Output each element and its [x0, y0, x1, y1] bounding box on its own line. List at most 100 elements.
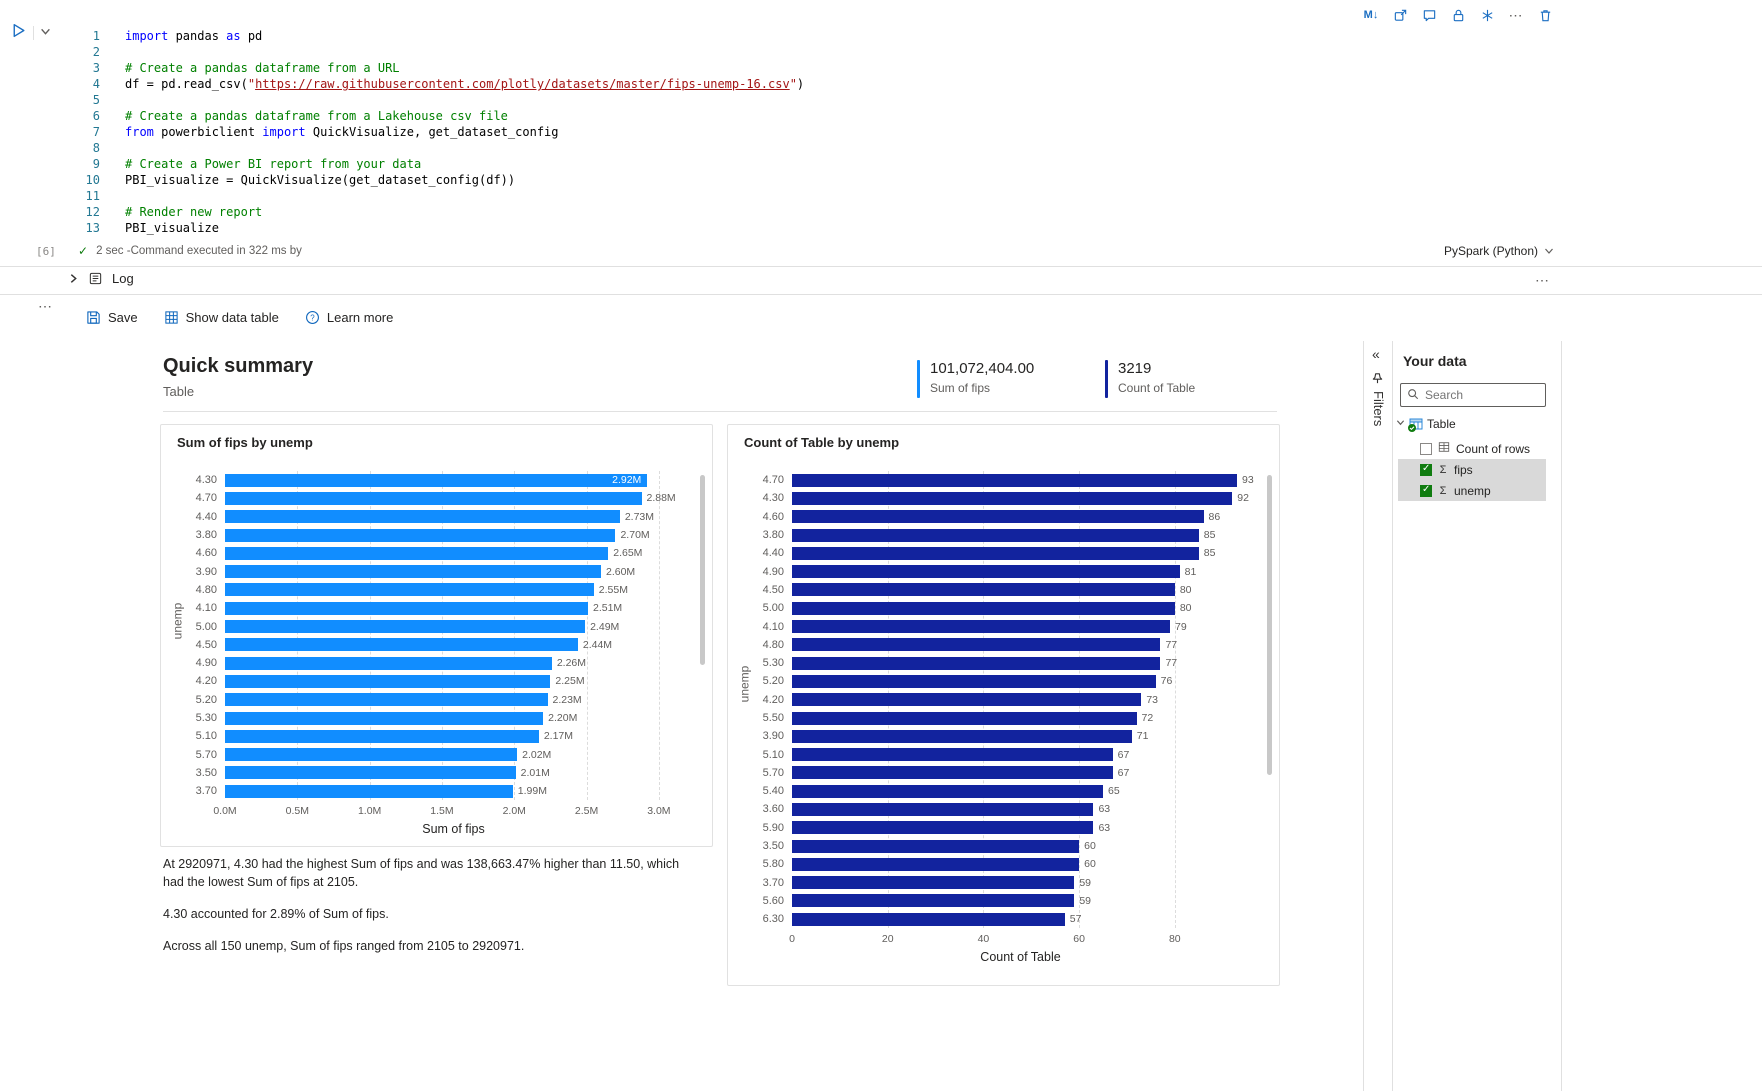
bar-row[interactable]: 4.20 2.25M: [195, 674, 585, 688]
output-more-options-icon[interactable]: ⋯: [38, 298, 53, 314]
chart-scrollbar[interactable]: [1267, 475, 1272, 775]
bar-row[interactable]: 5.40 65: [762, 784, 1120, 798]
bar[interactable]: [792, 894, 1075, 908]
checkbox[interactable]: [1420, 442, 1432, 455]
bar[interactable]: [225, 638, 578, 652]
bar-row[interactable]: 4.10 2.51M: [195, 601, 623, 615]
bar[interactable]: [792, 876, 1075, 890]
bar-row[interactable]: 4.90 2.26M: [195, 656, 587, 670]
run-cell-button[interactable]: [10, 22, 27, 44]
bar-row[interactable]: 4.70 93: [762, 473, 1254, 487]
code-line[interactable]: 4 df = pd.read_csv("https://raw.githubuse…: [65, 76, 804, 92]
chart-scrollbar[interactable]: [700, 475, 705, 665]
expand-pane-icon[interactable]: «: [1372, 346, 1380, 362]
bar-row[interactable]: 5.60 59: [762, 894, 1092, 908]
bar-row[interactable]: 5.50 72: [762, 711, 1154, 725]
more-options-icon[interactable]: ⋯: [1508, 6, 1524, 23]
bar-row[interactable]: 4.20 73: [762, 693, 1159, 707]
bar[interactable]: [792, 674, 1156, 688]
bar[interactable]: [225, 729, 539, 743]
bar[interactable]: [792, 839, 1080, 853]
bar[interactable]: [225, 766, 516, 780]
code-line[interactable]: 11: [65, 188, 804, 204]
bar-row[interactable]: 3.70 59: [762, 876, 1092, 890]
bar[interactable]: [225, 546, 609, 560]
bar-row[interactable]: 5.80 60: [762, 857, 1096, 871]
bar[interactable]: [225, 510, 620, 524]
bar-row[interactable]: 5.20 2.23M: [195, 693, 582, 707]
learn-more-link[interactable]: ? Learn more: [305, 310, 393, 325]
bar-row[interactable]: 5.90 63: [762, 821, 1111, 835]
freeze-icon[interactable]: [1478, 6, 1496, 24]
bar-row[interactable]: 5.00 2.49M: [195, 620, 620, 634]
bar[interactable]: [225, 711, 544, 725]
code-line[interactable]: 5: [65, 92, 804, 108]
bar-row[interactable]: 4.80 77: [762, 638, 1178, 652]
bar-row[interactable]: 5.20 76: [762, 674, 1173, 688]
bar[interactable]: [792, 821, 1094, 835]
bar-row[interactable]: 4.30 2.92M: [169, 471, 696, 489]
bar[interactable]: [225, 748, 518, 762]
code-line[interactable]: 9 # Create a Power BI report from your da…: [65, 156, 804, 172]
bar[interactable]: [225, 583, 594, 597]
field-unemp[interactable]: Σ unemp: [1398, 480, 1546, 501]
bar-row[interactable]: 3.90 2.60M: [195, 565, 636, 579]
tree-item-table[interactable]: Table: [1396, 417, 1456, 432]
bar-row[interactable]: 3.50 60: [762, 839, 1096, 853]
filters-tab[interactable]: Filters: [1371, 391, 1386, 427]
bar-row[interactable]: 3.80 85: [762, 528, 1216, 542]
bar-row[interactable]: 4.50 80: [762, 583, 1192, 597]
bar[interactable]: [225, 674, 551, 688]
code-line[interactable]: 10 PBI_visualize = QuickVisualize(get_dat…: [65, 172, 804, 188]
bar-row[interactable]: 5.00 80: [762, 601, 1192, 615]
bar[interactable]: [792, 546, 1199, 560]
code-line[interactable]: 12 # Render new report: [65, 204, 804, 220]
bar-row[interactable]: 3.50 2.01M: [195, 766, 550, 780]
bar[interactable]: [792, 491, 1233, 505]
bar-row[interactable]: 5.70 67: [762, 766, 1130, 780]
bar-row[interactable]: 3.80 2.70M: [195, 528, 650, 542]
checkbox[interactable]: [1420, 484, 1432, 497]
show-data-table-button[interactable]: Show data table: [164, 310, 279, 325]
bar[interactable]: [225, 491, 642, 505]
expand-cell-icon[interactable]: [1391, 6, 1409, 24]
markdown-icon[interactable]: M↓: [1363, 9, 1379, 21]
bar-row[interactable]: 4.60 86: [762, 510, 1221, 524]
code-line[interactable]: 13 PBI_visualize: [65, 220, 804, 236]
bar-row[interactable]: 4.60 2.65M: [195, 546, 643, 560]
bar-row[interactable]: 6.30 57: [762, 912, 1082, 926]
bar[interactable]: [792, 802, 1094, 816]
bar-row[interactable]: 5.70 2.02M: [195, 748, 552, 762]
code-line[interactable]: 6 # Create a pandas dataframe from a Lake…: [65, 108, 804, 124]
bar[interactable]: [225, 784, 513, 798]
bar[interactable]: [225, 528, 616, 542]
code-line[interactable]: 3 # Create a pandas dataframe from a URL: [65, 60, 804, 76]
code-editor[interactable]: 1 import pandas as pd 2 3 # Create a pandas …: [65, 28, 805, 236]
bar-row[interactable]: 4.10 79: [762, 620, 1187, 634]
code-line[interactable]: 7 from powerbiclient import QuickVisualiz…: [65, 124, 804, 140]
lock-icon[interactable]: [1449, 6, 1467, 24]
kernel-selector[interactable]: PySpark (Python): [1444, 244, 1554, 258]
bar[interactable]: [792, 748, 1113, 762]
code-line[interactable]: 8: [65, 140, 804, 156]
bar[interactable]: [792, 473, 1238, 487]
bar-row[interactable]: 5.30 2.20M: [195, 711, 578, 725]
bar-row[interactable]: 4.40 85: [762, 546, 1216, 560]
bar[interactable]: [792, 784, 1104, 798]
bar[interactable]: [792, 583, 1175, 597]
comment-icon[interactable]: [1420, 6, 1438, 24]
bar[interactable]: [792, 729, 1132, 743]
bar[interactable]: [225, 565, 601, 579]
field-count-of-rows[interactable]: Count of rows: [1398, 438, 1546, 459]
bar[interactable]: [792, 857, 1080, 871]
run-options-chevron-icon[interactable]: [40, 24, 51, 42]
bar-row[interactable]: 3.60 63: [762, 802, 1111, 816]
save-button[interactable]: Save: [86, 310, 138, 325]
bar[interactable]: [792, 711, 1137, 725]
bar[interactable]: [225, 601, 588, 615]
bar-row[interactable]: 5.10 67: [762, 748, 1130, 762]
bar[interactable]: [225, 473, 648, 487]
delete-cell-icon[interactable]: [1536, 6, 1554, 24]
log-more-options-icon[interactable]: ⋯: [1535, 272, 1550, 288]
bar-row[interactable]: 3.70 1.99M: [195, 784, 547, 798]
